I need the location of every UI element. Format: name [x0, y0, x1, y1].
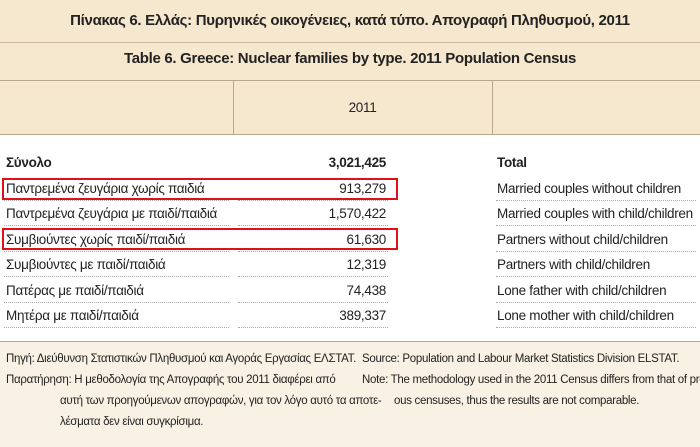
- column-header: 2011: [348, 100, 377, 115]
- footer-note-greek: αυτή των προηγούμενων απογραφών, για τον…: [60, 395, 382, 407]
- row-separator: [238, 276, 388, 277]
- highlight-box: [2, 228, 398, 250]
- row-label-english: Partners without child/children: [497, 231, 668, 247]
- row-label-greek: Παντρεμένα ζευγάρια χωρίς παιδιά: [6, 180, 205, 196]
- row-separator: [496, 276, 696, 277]
- row-label-english: Partners with child/children: [497, 257, 650, 272]
- row-label-english: Married couples without children: [497, 180, 681, 196]
- row-separator: [4, 301, 229, 303]
- row-separator: [4, 225, 229, 226]
- footer-note-greek: Πηγή: Διεύθυνση Στατιστικών Πληθυσμού κα…: [6, 353, 356, 365]
- title-band: [0, 0, 700, 81]
- row-separator: [496, 199, 696, 201]
- row-label-greek: Σύνολο: [6, 155, 52, 170]
- footer-band: [0, 341, 700, 447]
- row-separator: [496, 225, 696, 226]
- row-separator: [4, 276, 229, 277]
- row-label-english: Married couples with child/children: [497, 206, 693, 221]
- title-english: Table 6. Greece: Nuclear families by typ…: [123, 50, 577, 67]
- row-separator: [4, 199, 229, 201]
- row-separator: [4, 250, 229, 252]
- row-label-greek: Πατέρας με παιδί/παιδιά: [6, 282, 144, 298]
- column-divider: [233, 81, 234, 134]
- row-label-english: Lone father with child/children: [497, 282, 667, 298]
- footer-note-english: Note: The methodology used in the 2011 C…: [362, 374, 700, 386]
- title-greek: Πίνακας 6. Ελλάς: Πυρηνικές οικογένειες,…: [70, 12, 630, 29]
- row-separator: [496, 327, 696, 328]
- row-value: 913,279: [339, 180, 386, 196]
- title-divider: [0, 42, 700, 43]
- row-label-greek: Παντρεμένα ζευγάρια με παιδί/παιδιά: [6, 206, 218, 221]
- row-value: 74,438: [346, 282, 387, 298]
- column-header-band: [0, 81, 700, 135]
- row-separator: [238, 327, 388, 328]
- row-value: 389,337: [339, 308, 386, 323]
- row-separator: [238, 250, 388, 252]
- row-label-greek: Συμβιούντες με παιδί/παιδιά: [6, 257, 166, 272]
- row-separator: [496, 301, 696, 303]
- row-label-english: Total: [497, 155, 527, 170]
- row-separator: [238, 301, 388, 303]
- row-label-english: Lone mother with child/children: [497, 308, 674, 323]
- column-divider: [492, 81, 493, 134]
- row-separator: [496, 250, 696, 252]
- row-value: 12,319: [346, 257, 387, 272]
- row-separator: [238, 225, 388, 226]
- footer-note-greek: Παρατήρηση: Η μεθοδολογία της Απογραφής …: [6, 374, 336, 386]
- footer-note-greek: λέσματα δεν είναι συγκρίσιμα.: [60, 416, 204, 428]
- row-separator: [4, 327, 229, 328]
- row-value: 61,630: [346, 231, 387, 247]
- highlight-box: [2, 178, 398, 200]
- row-separator: [238, 199, 388, 201]
- row-label-greek: Συμβιούντες χωρίς παιδί/παιδιά: [6, 231, 186, 247]
- row-value: 3,021,425: [328, 155, 387, 170]
- footer-note-english: ous censuses, thus the results are not c…: [394, 395, 640, 407]
- row-label-greek: Μητέρα με παιδί/παιδιά: [6, 308, 139, 323]
- row-value: 1,570,422: [328, 206, 387, 221]
- footer-note-english: Source: Population and Labour Market Sta…: [362, 353, 680, 365]
